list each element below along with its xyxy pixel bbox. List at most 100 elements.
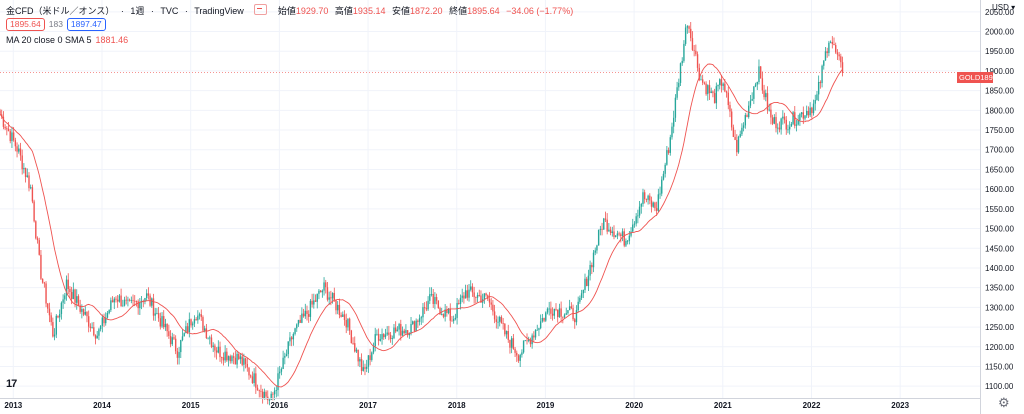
candle-body xyxy=(116,299,119,302)
candle-body xyxy=(577,301,579,311)
candle-body xyxy=(451,320,453,322)
candle-body xyxy=(335,300,337,311)
candle-body xyxy=(103,317,105,324)
candle-body xyxy=(606,219,608,232)
candle-body xyxy=(524,340,527,342)
candle-body xyxy=(548,308,550,310)
candle-body xyxy=(461,295,463,298)
candle-body xyxy=(227,356,230,361)
candle-body xyxy=(599,228,602,230)
candle-body xyxy=(12,132,15,141)
candle-body xyxy=(725,91,728,93)
candle-body xyxy=(470,286,472,290)
open-label: 始値 xyxy=(277,6,296,16)
candle-body xyxy=(391,338,393,339)
indicator-value: 1881.46 xyxy=(95,35,129,45)
collapse-icon[interactable] xyxy=(254,4,268,15)
candle-body xyxy=(405,330,407,334)
candle-body xyxy=(212,345,214,347)
candle-body xyxy=(319,290,322,293)
candle-body xyxy=(128,299,131,301)
candle-body xyxy=(678,82,680,88)
candle-body xyxy=(383,334,385,338)
candle-body xyxy=(809,107,811,116)
candle-body xyxy=(338,304,341,315)
candle-body xyxy=(35,221,37,239)
candle-body xyxy=(597,229,600,246)
candle-body xyxy=(277,373,279,391)
candle-body xyxy=(4,126,6,129)
candle-body xyxy=(442,314,445,317)
candle-body xyxy=(541,317,544,322)
legend-separator: · xyxy=(184,6,188,16)
candle-body xyxy=(737,136,740,153)
candle-body xyxy=(536,329,538,331)
x-tick-label: 2022 xyxy=(803,401,821,410)
candle-body xyxy=(229,356,231,362)
candle-body xyxy=(499,317,501,322)
open-value: 1929.70 xyxy=(295,6,329,16)
indicator-legend[interactable]: MA 20 close 0 SMA 5 1881.46 xyxy=(6,35,128,45)
candle-body xyxy=(197,315,199,321)
interval-label[interactable]: 1週 xyxy=(130,6,145,16)
y-tick-label: 1550.00 xyxy=(985,205,1014,214)
candle-body xyxy=(447,308,450,314)
candle-body xyxy=(488,299,491,303)
candle-body xyxy=(575,310,578,323)
candle-body xyxy=(367,355,370,367)
gear-icon[interactable]: ⚙ xyxy=(998,395,1010,410)
candle-body xyxy=(736,139,738,153)
candle-body xyxy=(270,393,272,400)
candle-body xyxy=(432,293,434,304)
candle-body xyxy=(456,302,458,318)
candle-body xyxy=(84,311,86,315)
x-tick-label: 2021 xyxy=(714,401,732,410)
candle-body xyxy=(40,254,42,279)
candle-body xyxy=(715,86,718,104)
candle-body xyxy=(528,339,530,341)
candle-body xyxy=(200,314,202,318)
candle-body xyxy=(7,128,10,132)
candle-body xyxy=(649,195,651,201)
candle-body xyxy=(58,313,61,318)
chevron-down-icon: ▾ xyxy=(1011,3,1016,12)
candle-body xyxy=(713,93,716,104)
candle-body xyxy=(406,330,409,336)
candle-body xyxy=(398,324,400,330)
last-price-symbol: GOLD xyxy=(959,73,981,82)
candle-body xyxy=(282,357,284,369)
candle-body xyxy=(127,299,129,301)
x-tick-label: 2015 xyxy=(182,401,200,410)
candle-body xyxy=(159,318,162,327)
candle-body xyxy=(483,293,486,300)
sell-button[interactable]: 1895.64 xyxy=(6,18,45,31)
candle-body xyxy=(684,27,687,44)
candle-body xyxy=(727,92,729,106)
candle-body xyxy=(110,300,112,311)
candle-body xyxy=(672,117,675,127)
candle-body xyxy=(719,79,721,85)
buy-button[interactable]: 1897.47 xyxy=(66,18,106,31)
candle-body xyxy=(178,352,180,358)
tradingview-logo-icon[interactable]: 17 xyxy=(6,378,17,390)
candle-body xyxy=(696,54,699,68)
candle-body xyxy=(538,328,540,330)
candle-body xyxy=(773,117,776,124)
last-price-tag: GOLD 1895.64 xyxy=(957,72,1007,83)
candle-body xyxy=(36,238,39,241)
candle-body xyxy=(306,310,308,315)
currency-selector[interactable]: USD ▾ xyxy=(992,3,1015,12)
candle-body xyxy=(679,63,682,83)
candle-body xyxy=(209,337,211,339)
candle-body xyxy=(359,359,361,362)
candle-body xyxy=(703,82,706,84)
candle-body xyxy=(790,123,793,127)
candle-body xyxy=(708,85,711,94)
candle-body xyxy=(604,218,607,220)
candle-body xyxy=(101,317,104,326)
candle-body xyxy=(93,327,95,336)
candle-body xyxy=(43,282,46,284)
symbol-title[interactable]: 金CFD（米ドル／オンス） xyxy=(6,6,115,16)
candle-body xyxy=(374,334,376,347)
